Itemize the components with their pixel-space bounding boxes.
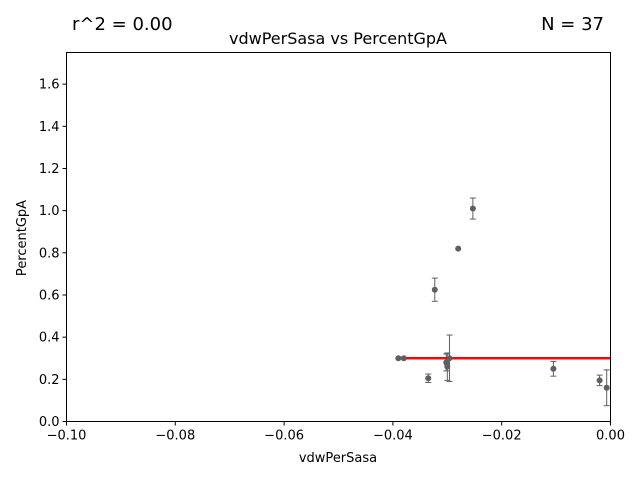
data-point: [431, 286, 438, 293]
data-point: [400, 355, 407, 362]
r-squared-label: r^2 = 0.00: [72, 14, 173, 35]
data-point: [395, 355, 402, 362]
y-tick-label: 1.0: [39, 204, 60, 219]
x-tick-label: −0.04: [373, 429, 413, 444]
data-point: [446, 355, 453, 362]
x-tick-label: −0.08: [155, 429, 195, 444]
y-tick-label: 0.0: [39, 415, 60, 430]
plot-frame: [66, 52, 611, 422]
data-point: [425, 375, 432, 382]
data-point: [550, 365, 557, 372]
y-tick-label: 0.2: [39, 373, 60, 388]
x-axis-label: vdwPerSasa: [299, 451, 377, 466]
x-tick-label: 0.00: [596, 429, 625, 444]
y-tick-label: 1.2: [39, 162, 60, 177]
x-tick-label: −0.10: [47, 429, 87, 444]
x-tick-label: −0.06: [264, 429, 304, 444]
y-tick-label: 0.6: [39, 288, 60, 303]
data-point: [455, 245, 462, 252]
n-count-label: N = 37: [541, 14, 604, 35]
chart-title: vdwPerSasa vs PercentGpA: [229, 29, 447, 48]
y-tick-label: 1.6: [39, 78, 60, 93]
data-point: [444, 363, 451, 370]
data-point: [596, 377, 603, 384]
y-tick-label: 1.4: [39, 120, 60, 135]
x-tick-label: −0.02: [482, 429, 522, 444]
y-tick-label: 0.4: [39, 331, 60, 346]
y-axis-label: PercentGpA: [15, 200, 30, 276]
data-point: [469, 205, 476, 212]
data-point: [603, 384, 610, 391]
y-tick-label: 0.8: [39, 246, 60, 261]
